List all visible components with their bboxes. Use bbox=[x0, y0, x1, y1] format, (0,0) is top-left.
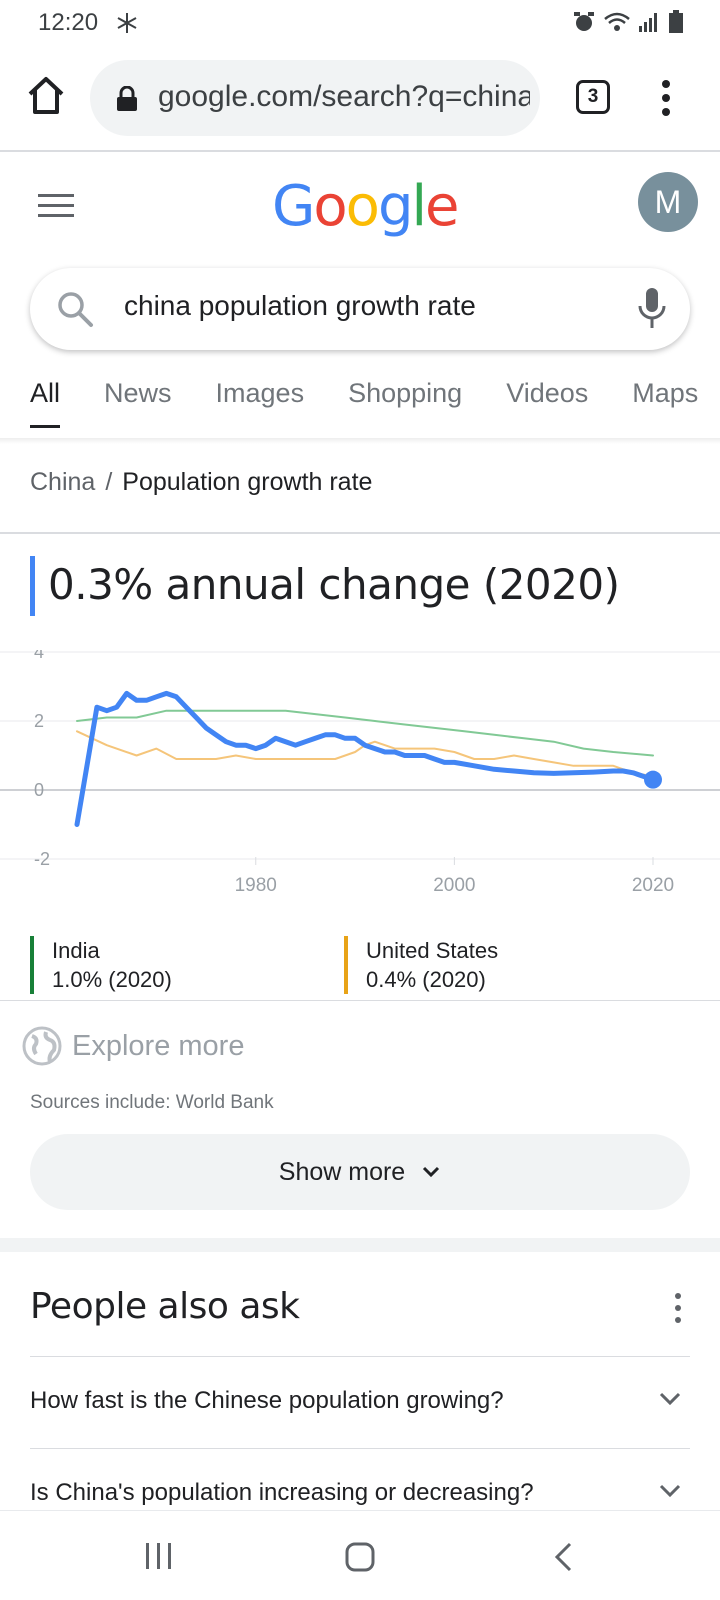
paa-question-text: Is China's population increasing or decr… bbox=[30, 1479, 534, 1506]
legend-india-country: India bbox=[52, 938, 100, 963]
logo-letter: l bbox=[411, 174, 427, 239]
paa-question[interactable]: How fast is the Chinese population growi… bbox=[30, 1356, 690, 1446]
y-tick-label: 4 bbox=[34, 650, 44, 662]
menu-icon[interactable] bbox=[38, 192, 74, 220]
series-line-united-states bbox=[76, 730, 654, 778]
breadcrumb-separator: / bbox=[105, 468, 113, 496]
logo-letter: e bbox=[425, 174, 459, 239]
headline-accent bbox=[30, 556, 35, 616]
address-bar[interactable]: google.com/search?q=china+population+gro… bbox=[90, 60, 540, 136]
tab-news[interactable]: News bbox=[104, 378, 172, 408]
section-gap bbox=[0, 1238, 720, 1252]
more-vert-icon[interactable] bbox=[656, 76, 676, 120]
tab-shopping[interactable]: Shopping bbox=[348, 378, 463, 408]
recent-apps-icon[interactable] bbox=[144, 1541, 174, 1571]
url-text: google.com/search?q=china+population+gro… bbox=[158, 80, 530, 113]
search-icon[interactable] bbox=[56, 290, 94, 328]
back-icon[interactable] bbox=[552, 1541, 576, 1573]
lock-icon bbox=[117, 86, 137, 111]
breadcrumb-parent[interactable]: China bbox=[30, 468, 96, 496]
y-tick-label: -2 bbox=[34, 849, 50, 869]
show-more-button[interactable]: Show more bbox=[30, 1134, 690, 1210]
alarm-icon bbox=[574, 12, 594, 31]
legend-us[interactable]: United States 0.4% (2020) bbox=[344, 936, 498, 994]
tab-videos[interactable]: Videos bbox=[506, 378, 589, 408]
logo-letter: o bbox=[345, 174, 380, 239]
avatar[interactable]: M bbox=[638, 172, 698, 232]
x-tick-label: 2000 bbox=[433, 875, 475, 896]
tab-maps[interactable]: Maps bbox=[632, 378, 699, 408]
series-endpoint-china bbox=[644, 770, 662, 789]
chevron-down-icon bbox=[659, 1392, 681, 1406]
logo-letter: g bbox=[377, 174, 414, 239]
breadcrumb-current: Population growth rate bbox=[122, 468, 373, 496]
snowflake-icon bbox=[117, 13, 137, 33]
x-tick-label: 2020 bbox=[632, 875, 674, 896]
legend-india[interactable]: India 1.0% (2020) bbox=[30, 936, 172, 994]
tab-images[interactable]: Images bbox=[215, 378, 305, 408]
home-nav-icon[interactable] bbox=[344, 1541, 376, 1573]
tab-switcher-button[interactable]: 3 bbox=[576, 80, 610, 114]
microphone-icon[interactable] bbox=[636, 286, 668, 330]
logo-letter: G bbox=[272, 174, 315, 239]
more-vert-icon[interactable] bbox=[672, 1290, 684, 1326]
paa-question[interactable]: Is China's population increasing or decr… bbox=[30, 1448, 690, 1538]
breadcrumb: China / Population growth rate bbox=[30, 468, 372, 497]
legend-divider bbox=[0, 1000, 720, 1001]
tab-all[interactable]: All bbox=[30, 378, 61, 428]
status-bar: 12:20 bbox=[0, 0, 720, 44]
search-box[interactable] bbox=[30, 268, 690, 350]
search-input[interactable] bbox=[124, 290, 604, 322]
globe-icon bbox=[22, 1026, 62, 1066]
signal-icon bbox=[639, 13, 657, 32]
search-tabs: All News Images Shopping Videos Maps bbox=[30, 378, 720, 428]
explore-more-link[interactable]: Explore more bbox=[22, 1026, 244, 1066]
wifi-icon bbox=[604, 12, 630, 31]
growth-rate-headline: 0.3% annual change (2020) bbox=[48, 560, 620, 609]
home-icon[interactable] bbox=[24, 74, 68, 118]
battery-icon bbox=[669, 10, 683, 33]
x-tick-label: 1980 bbox=[235, 875, 277, 896]
population-growth-chart[interactable]: 4 2 0 -2 1980 2000 2020 bbox=[0, 650, 720, 920]
paa-question-text: How fast is the Chinese population growi… bbox=[30, 1387, 504, 1414]
legend-india-value: 1.0% (2020) bbox=[52, 967, 172, 992]
sources-text: Sources include: World Bank bbox=[30, 1092, 274, 1113]
toolbar-divider bbox=[0, 150, 720, 152]
breadcrumb-divider bbox=[0, 532, 720, 534]
y-tick-label: 2 bbox=[34, 711, 44, 731]
chevron-down-icon bbox=[659, 1484, 681, 1498]
chevron-down-icon bbox=[423, 1166, 440, 1178]
legend-us-country: United States bbox=[366, 938, 499, 963]
y-tick-label: 0 bbox=[34, 780, 44, 800]
tabs-shadow bbox=[0, 438, 720, 444]
people-also-ask-title: People also ask bbox=[30, 1286, 300, 1327]
google-logo[interactable]: Google bbox=[272, 174, 460, 239]
series-line-china bbox=[74, 690, 656, 827]
explore-more-label: Explore more bbox=[72, 1029, 245, 1062]
legend-us-value: 0.4% (2020) bbox=[366, 967, 486, 992]
browser-toolbar: google.com/search?q=china+population+gro… bbox=[0, 52, 720, 148]
system-nav-bar bbox=[0, 1510, 720, 1600]
logo-letter: o bbox=[313, 174, 347, 239]
status-time: 12:20 bbox=[38, 9, 99, 36]
show-more-label: Show more bbox=[278, 1157, 406, 1186]
series-line-india bbox=[76, 709, 654, 757]
